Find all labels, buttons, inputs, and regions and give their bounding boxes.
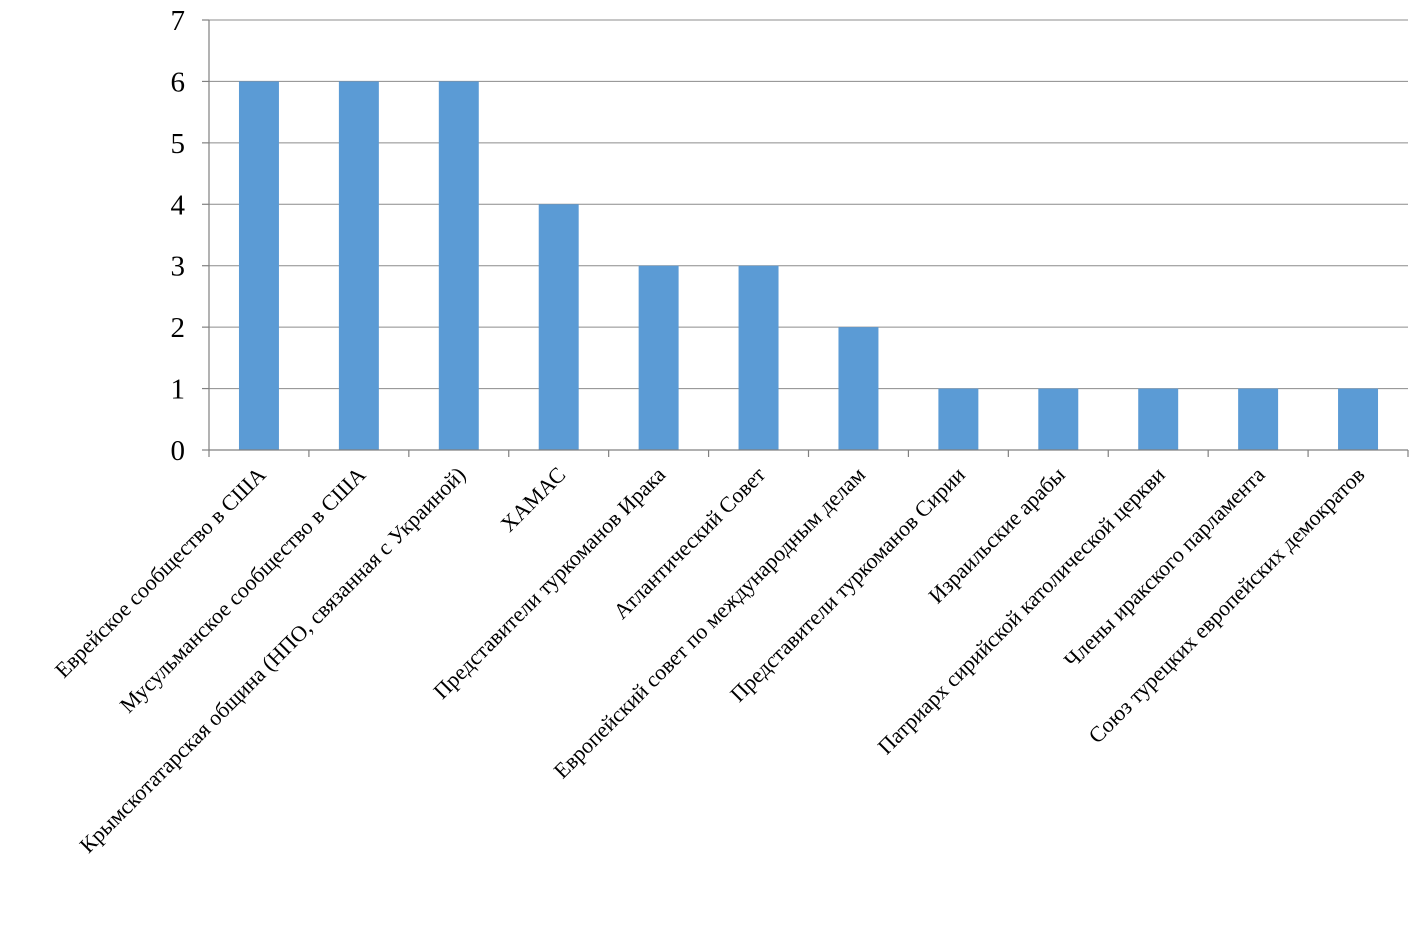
y-tick-label: 4 xyxy=(171,189,186,221)
bar xyxy=(938,388,979,450)
bar xyxy=(438,81,479,450)
bar xyxy=(1238,388,1279,450)
bar xyxy=(238,81,279,450)
x-tick-label: Крымскотатарская община (НПО, связанная … xyxy=(74,462,470,858)
bar xyxy=(538,204,579,450)
y-tick-label: 1 xyxy=(171,374,186,406)
x-tick-label: Члены иракского парламента xyxy=(1059,462,1270,673)
x-tick-label: ХАМАС xyxy=(495,462,570,537)
bar xyxy=(1038,388,1079,450)
bar xyxy=(638,265,679,450)
y-tick-label: 5 xyxy=(171,128,186,160)
bar xyxy=(1138,388,1179,450)
bar xyxy=(1338,388,1379,450)
y-tick-label: 3 xyxy=(171,251,186,283)
bars xyxy=(238,81,1379,450)
bar xyxy=(738,265,779,450)
bar xyxy=(838,327,879,450)
x-tick-label: Еврейское сообщество в США xyxy=(50,462,271,683)
axes xyxy=(202,19,1409,457)
bar xyxy=(338,81,379,450)
y-tick-label: 7 xyxy=(171,5,186,37)
y-tick-label: 6 xyxy=(171,66,186,98)
y-tick-label: 0 xyxy=(171,435,186,467)
y-tick-label: 2 xyxy=(171,312,186,344)
x-tick-labels: Еврейское сообщество в СШАМусульманское … xyxy=(50,462,1370,858)
gridlines xyxy=(209,19,1408,390)
y-tick-labels: 0 1 2 3 4 5 6 7 xyxy=(171,5,186,467)
